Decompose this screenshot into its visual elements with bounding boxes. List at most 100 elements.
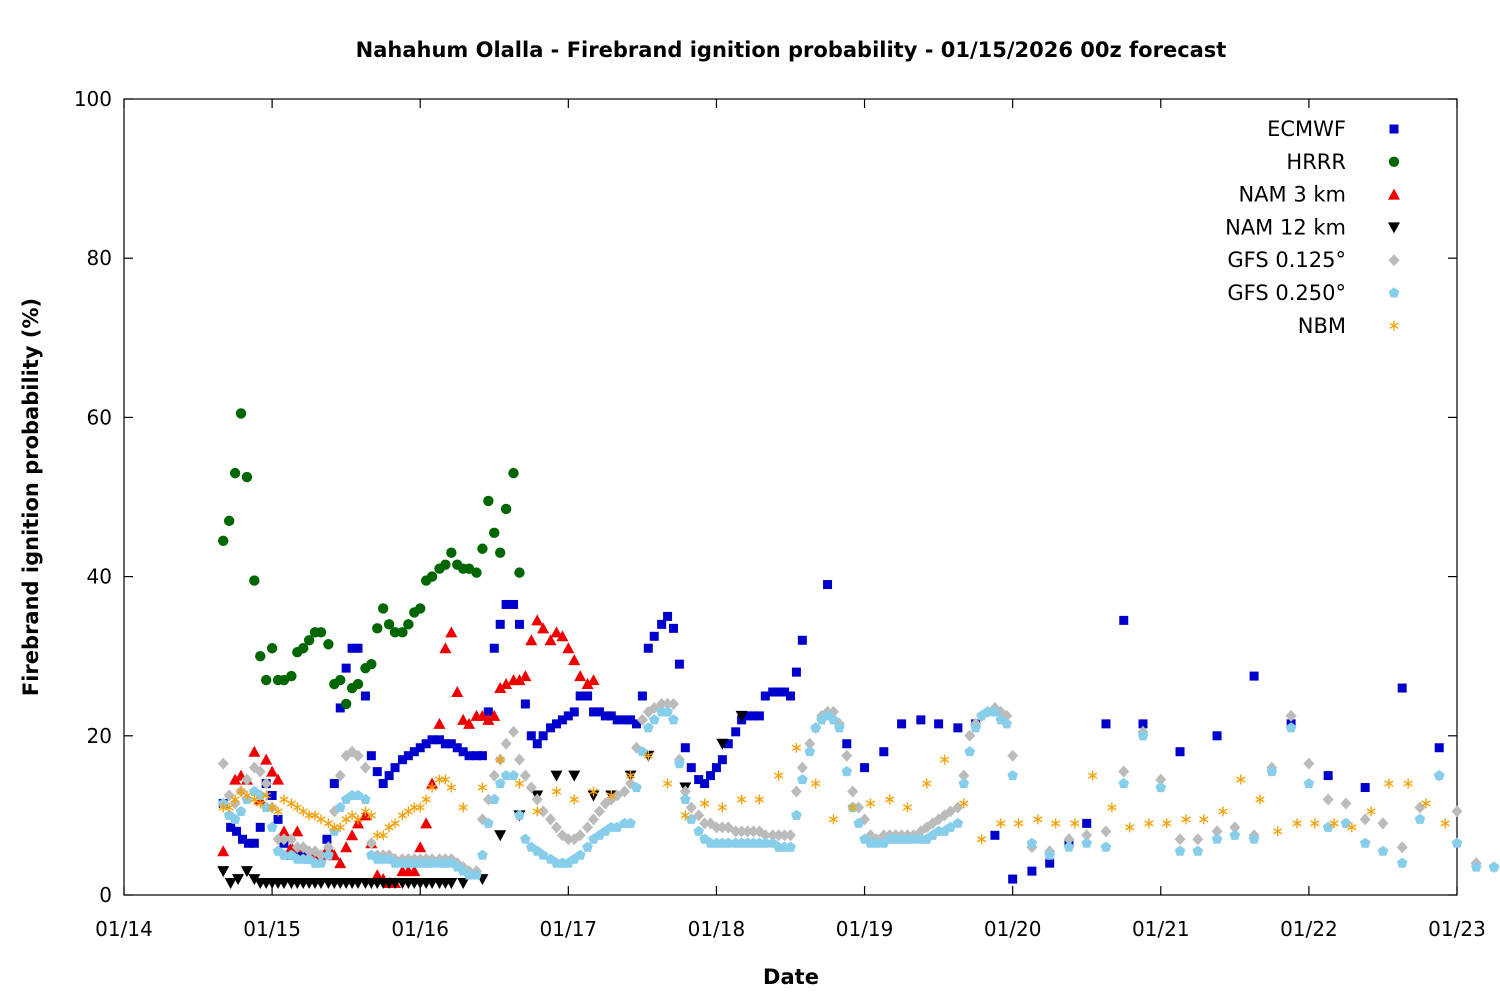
data-point: [477, 782, 488, 793]
data-point: [685, 813, 697, 824]
data-point: [823, 580, 833, 590]
data-point: [248, 874, 261, 886]
data-point: [495, 547, 506, 558]
data-point: [730, 825, 742, 838]
data-point: [334, 857, 347, 869]
data-point: [970, 722, 981, 733]
data-point: [315, 857, 327, 868]
data-point: [982, 706, 993, 717]
data-point: [575, 691, 585, 701]
data-point: [593, 805, 605, 818]
data-point: [1248, 833, 1260, 844]
data-point: [551, 786, 562, 797]
data-point: [735, 710, 748, 722]
data-point: [657, 619, 667, 629]
data-point: [694, 775, 704, 785]
data-point: [699, 817, 711, 830]
data-point: [323, 639, 334, 650]
data-point: [488, 769, 500, 782]
data-point: [551, 719, 561, 729]
data-point: [509, 599, 519, 609]
data-point: [415, 603, 426, 614]
data-point: [303, 635, 315, 646]
data-point: [446, 547, 457, 558]
legend-marker: [1388, 287, 1400, 298]
data-point: [544, 634, 557, 646]
data-point: [1236, 774, 1246, 785]
data-point: [439, 642, 452, 654]
data-point: [1013, 818, 1024, 829]
y-tick-label: 40: [87, 565, 112, 589]
x-tick-label: 01/17: [540, 917, 598, 941]
data-point: [811, 778, 821, 789]
chart-title: Nahahum Olalla - Firebrand ignition prob…: [356, 38, 1227, 62]
data-point: [693, 825, 704, 836]
data-point: [458, 802, 468, 813]
data-point: [1218, 806, 1228, 817]
data-point: [964, 729, 976, 742]
data-point: [1249, 671, 1259, 681]
data-point: [768, 687, 778, 697]
data-point: [1007, 770, 1018, 781]
data-point: [1087, 770, 1098, 781]
data-point: [415, 743, 425, 753]
x-tick-label: 01/14: [95, 917, 153, 941]
data-point: [1323, 771, 1333, 781]
data-point: [1101, 719, 1111, 729]
data-point: [223, 515, 235, 527]
data-point: [519, 670, 532, 682]
data-point: [841, 749, 853, 762]
data-point: [1440, 818, 1450, 829]
data-point: [711, 763, 721, 773]
data-point: [636, 713, 648, 726]
data-point: [662, 778, 673, 789]
data-point: [656, 697, 668, 710]
data-point: [767, 829, 779, 842]
data-point: [1266, 766, 1278, 777]
data-point: [1027, 866, 1037, 876]
data-point: [298, 806, 308, 817]
data-point: [1377, 817, 1389, 830]
data-point: [828, 814, 839, 825]
data-point: [489, 527, 500, 539]
data-point: [1414, 801, 1426, 814]
data-point: [1192, 845, 1204, 856]
data-point: [1434, 743, 1444, 753]
data-point: [267, 791, 277, 800]
data-point: [347, 643, 357, 653]
data-point: [254, 765, 266, 778]
data-point: [582, 821, 594, 834]
data-point: [556, 630, 569, 642]
data-point: [796, 761, 808, 774]
series-ecmwf: [218, 580, 1444, 884]
data-point: [377, 603, 389, 614]
data-point: [1118, 777, 1130, 789]
data-point: [272, 833, 284, 846]
data-point: [754, 794, 765, 805]
data-point: [329, 779, 339, 789]
data-point: [773, 770, 784, 781]
data-point: [414, 841, 427, 853]
data-point: [341, 814, 351, 825]
data-point: [341, 663, 351, 673]
y-tick-label: 0: [99, 883, 112, 907]
data-point: [433, 717, 446, 729]
data-point: [260, 753, 273, 765]
data-point: [366, 658, 377, 670]
data-point: [717, 755, 727, 765]
data-point: [1181, 814, 1191, 825]
data-point: [1063, 841, 1075, 852]
data-point: [489, 643, 499, 653]
data-point: [790, 785, 802, 798]
data-point: [383, 619, 395, 630]
data-point: [500, 770, 512, 781]
data-point: [217, 757, 229, 770]
data-point: [1403, 778, 1413, 789]
data-point: [403, 619, 414, 630]
data-point: [773, 829, 785, 842]
data-point: [322, 841, 334, 854]
data-point: [1174, 845, 1186, 856]
data-point: [625, 817, 636, 828]
data-point: [1211, 833, 1223, 844]
